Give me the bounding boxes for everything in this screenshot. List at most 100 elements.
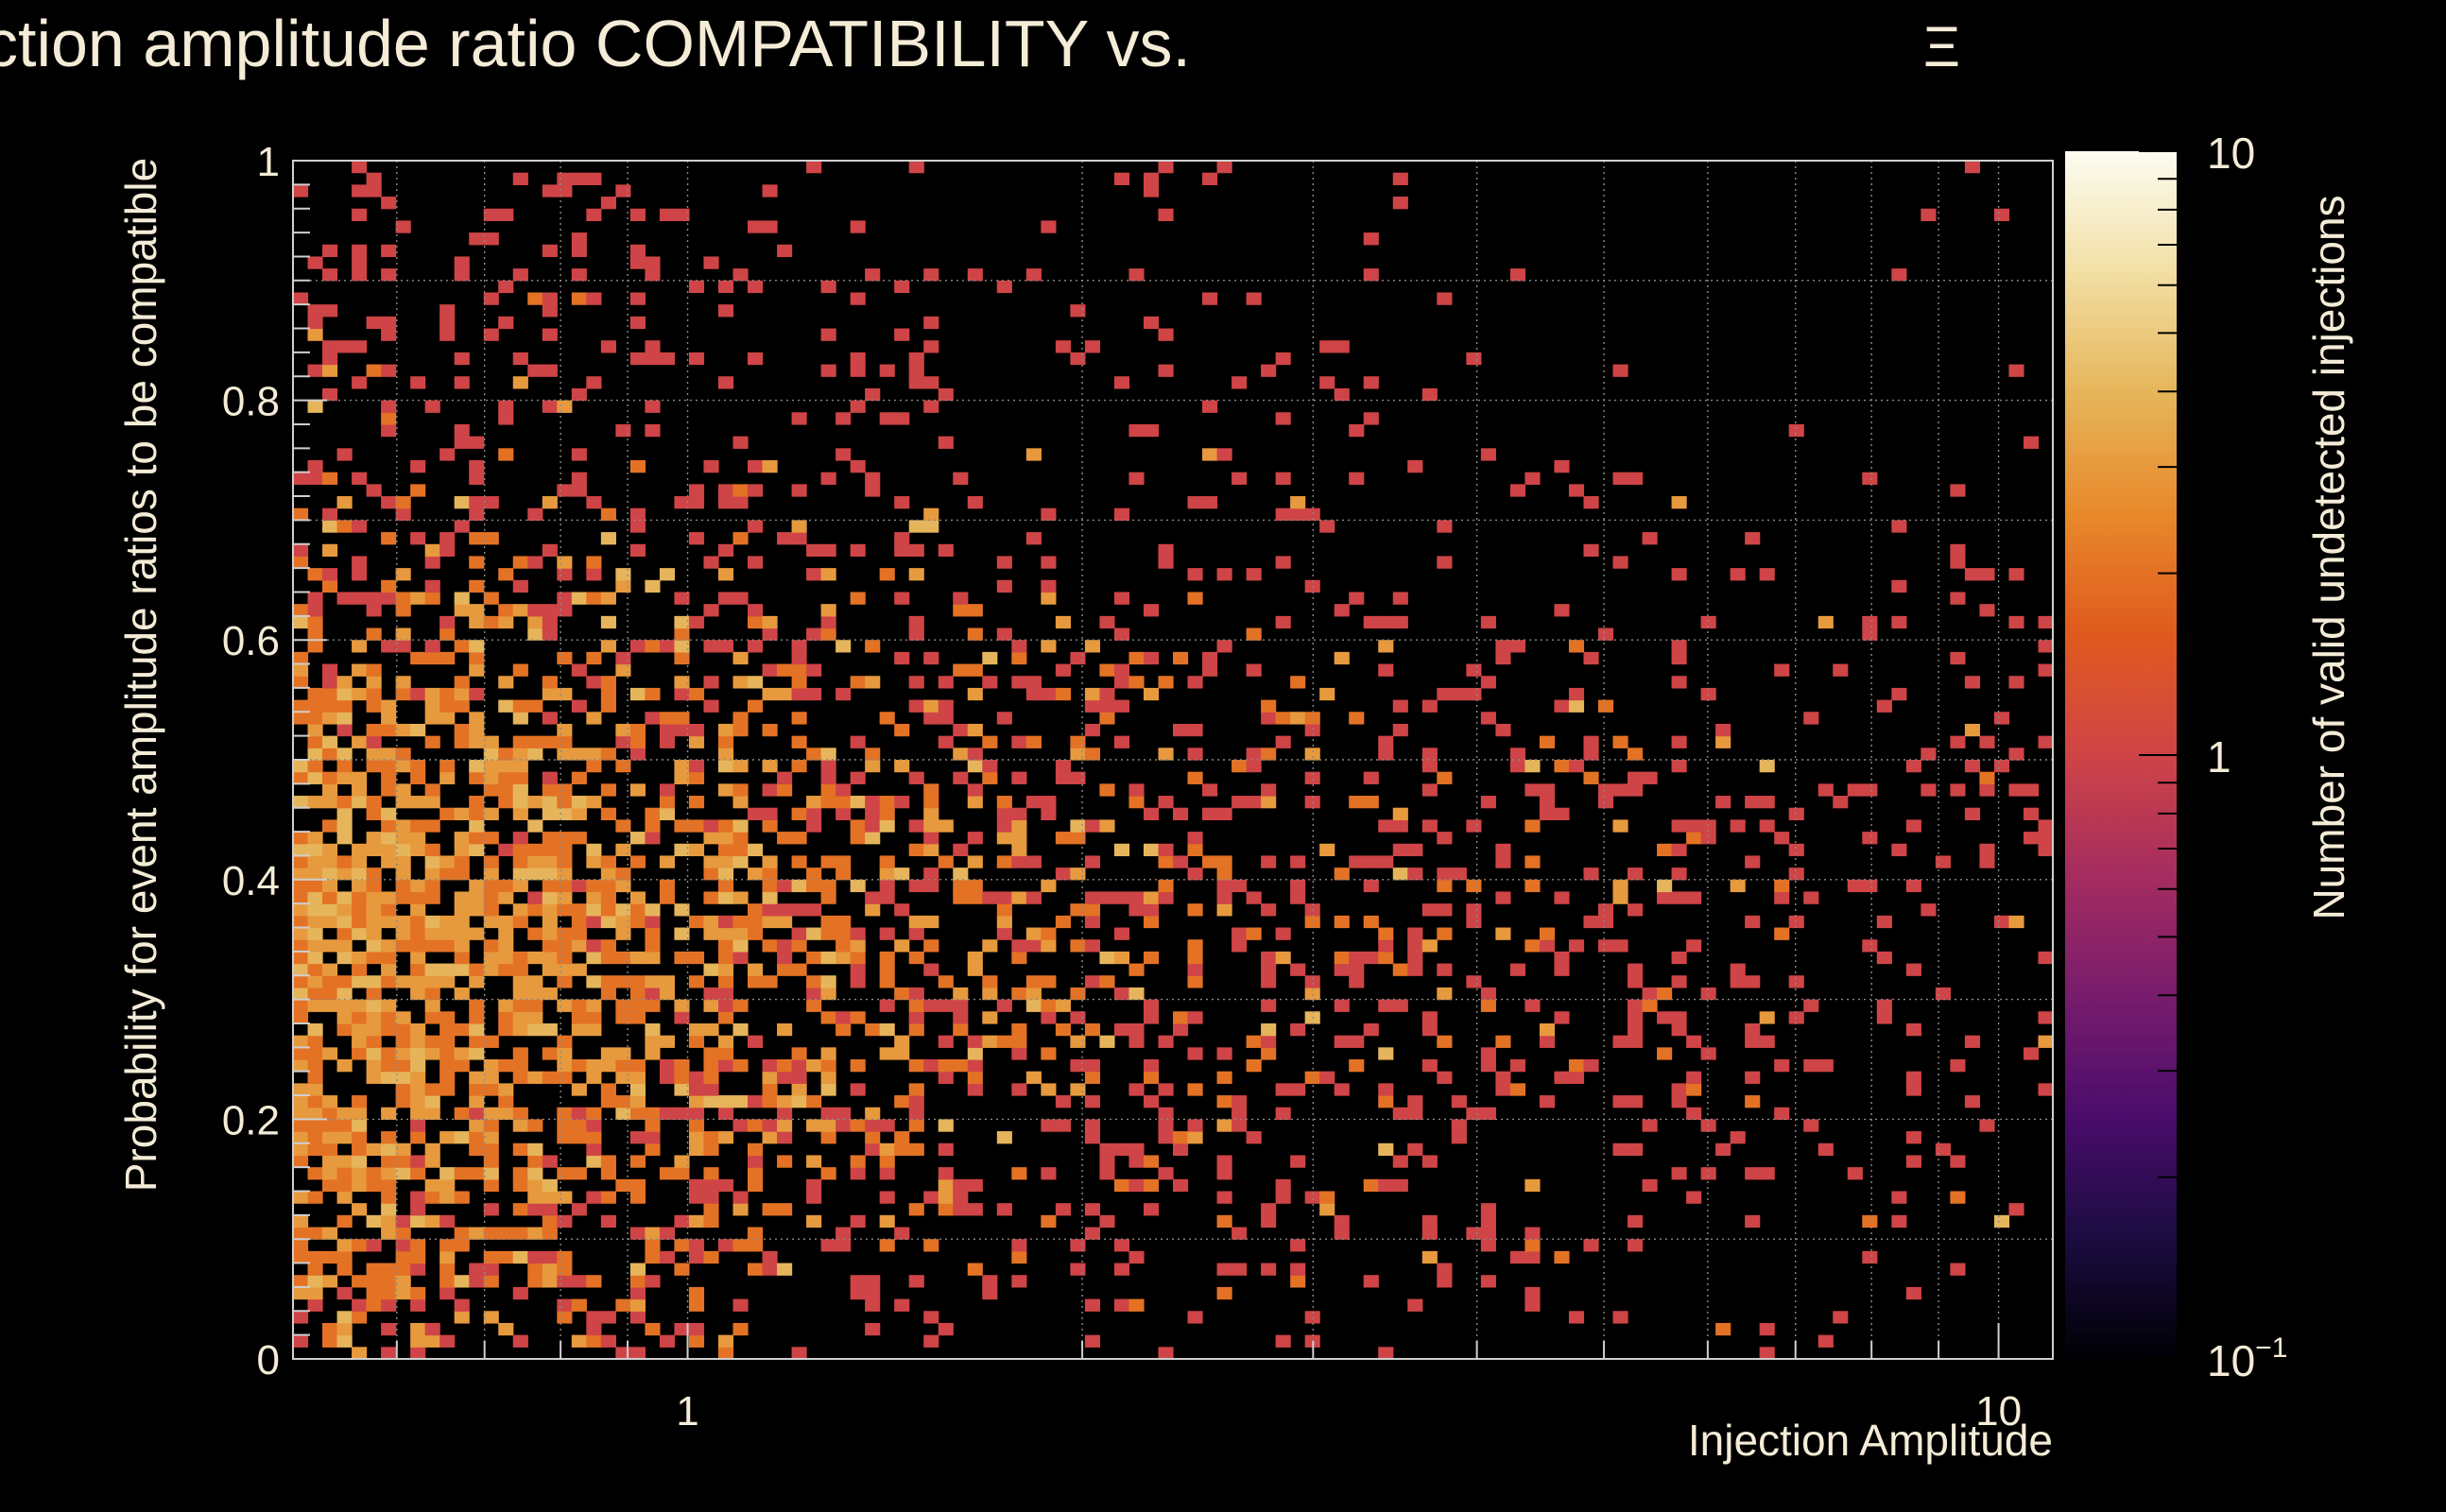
heatmap-cell — [967, 963, 983, 976]
heatmap-cell — [688, 1131, 705, 1144]
heatmap-cell — [395, 1011, 411, 1024]
heatmap-cell — [512, 903, 528, 917]
heatmap-cell — [2023, 436, 2040, 449]
heatmap-cell — [424, 640, 440, 653]
heatmap-cell — [982, 939, 998, 953]
heatmap-cell — [1686, 832, 1702, 845]
chart-title: Injection amplitude ratio COMPATIBILITY … — [0, 7, 1191, 80]
heatmap-cell — [1261, 975, 1277, 988]
heatmap-cell — [293, 292, 309, 305]
heatmap-cell — [1480, 676, 1496, 689]
heatmap-cell — [307, 712, 323, 725]
heatmap-cell — [996, 280, 1012, 294]
heatmap-cell — [732, 760, 749, 773]
heatmap-cell — [1143, 1155, 1160, 1168]
heatmap-cell — [923, 520, 939, 533]
heatmap-cell — [835, 783, 852, 797]
heatmap-cell — [1657, 879, 1673, 893]
heatmap-cell — [835, 448, 852, 461]
heatmap-cell — [1964, 760, 1981, 773]
heatmap-cell — [923, 868, 939, 881]
heatmap-cell — [615, 1095, 631, 1108]
heatmap-cell — [717, 304, 734, 318]
heatmap-cell — [1905, 1131, 1921, 1144]
heatmap-cell — [1041, 975, 1057, 988]
heatmap-cell — [1421, 1214, 1438, 1228]
heatmap-cell — [703, 699, 719, 713]
heatmap-cell — [483, 951, 499, 965]
heatmap-cell — [1158, 1035, 1174, 1048]
heatmap-cell — [424, 1107, 440, 1120]
heatmap-cell — [1334, 951, 1350, 965]
heatmap-cell — [659, 987, 676, 1001]
heatmap-cell — [483, 208, 499, 221]
heatmap-cell — [542, 735, 558, 748]
heatmap-cell — [748, 615, 764, 629]
heatmap-cell — [439, 868, 456, 881]
heatmap-cell — [512, 268, 528, 282]
heatmap-cell — [762, 184, 778, 198]
heatmap-cell — [1290, 496, 1306, 509]
heatmap-cell — [1378, 663, 1394, 677]
heatmap-cell — [674, 999, 690, 1012]
heatmap-cell — [322, 340, 338, 353]
heatmap-cell — [498, 879, 514, 893]
heatmap-cell — [1143, 843, 1160, 857]
heatmap-cell — [732, 951, 749, 965]
heatmap-cell — [688, 915, 705, 929]
heatmap-cell — [322, 963, 338, 976]
heatmap-cell — [894, 412, 910, 425]
heatmap-cell — [1891, 843, 1907, 857]
heatmap-cell — [791, 1071, 807, 1084]
heatmap-cell — [1671, 819, 1687, 833]
heatmap-cell — [498, 1095, 514, 1108]
heatmap-cell — [1378, 1047, 1394, 1060]
heatmap-cell — [483, 1035, 499, 1048]
heatmap-cell — [629, 1083, 646, 1096]
heatmap-cell — [557, 783, 573, 797]
heatmap-cell — [1437, 771, 1453, 784]
heatmap-cell — [512, 352, 528, 366]
heatmap-cell — [1597, 783, 1614, 797]
heatmap-cell — [953, 771, 969, 784]
heatmap-cell — [1979, 735, 1995, 748]
heatmap-cell — [336, 687, 353, 701]
heatmap-cell — [469, 1107, 485, 1120]
heatmap-cell — [748, 1167, 764, 1180]
heatmap-cell — [381, 807, 397, 820]
heatmap-cell — [1187, 592, 1203, 605]
heatmap-cell — [293, 1227, 309, 1240]
heatmap-cell — [1084, 975, 1101, 988]
heatmap-cell — [395, 507, 411, 521]
heatmap-cell — [322, 1167, 338, 1180]
heatmap-cell — [469, 1227, 485, 1240]
heatmap-cell — [498, 1022, 514, 1037]
heatmap-cell — [352, 1022, 368, 1037]
heatmap-cell — [1759, 1347, 1775, 1359]
heatmap-cell — [688, 496, 705, 509]
heatmap-cell — [454, 807, 470, 820]
heatmap-cell — [791, 939, 807, 953]
heatmap-cell — [600, 197, 616, 210]
heatmap-cell — [395, 855, 411, 868]
heatmap-cell — [1378, 1083, 1394, 1096]
heatmap-cell — [923, 400, 939, 413]
heatmap-cell — [424, 579, 440, 593]
heatmap-cell — [1128, 423, 1145, 438]
heatmap-cell — [732, 783, 749, 797]
heatmap-cell — [454, 376, 470, 389]
heatmap-cell — [1774, 663, 1790, 677]
heatmap-cell — [1480, 796, 1496, 809]
heatmap-cell — [953, 891, 969, 904]
heatmap-cell — [703, 891, 719, 904]
heatmap-cell — [469, 651, 485, 665]
heatmap-cell — [865, 796, 881, 809]
heatmap-cell — [835, 412, 852, 425]
heatmap-cell — [1392, 999, 1408, 1012]
heatmap-cell — [615, 843, 631, 857]
heatmap-cell — [1480, 1227, 1496, 1240]
heatmap-cell — [1099, 951, 1115, 965]
heatmap-cell — [850, 220, 866, 233]
heatmap-cell — [381, 999, 397, 1012]
title-symbol: Ξ — [1923, 15, 1960, 78]
